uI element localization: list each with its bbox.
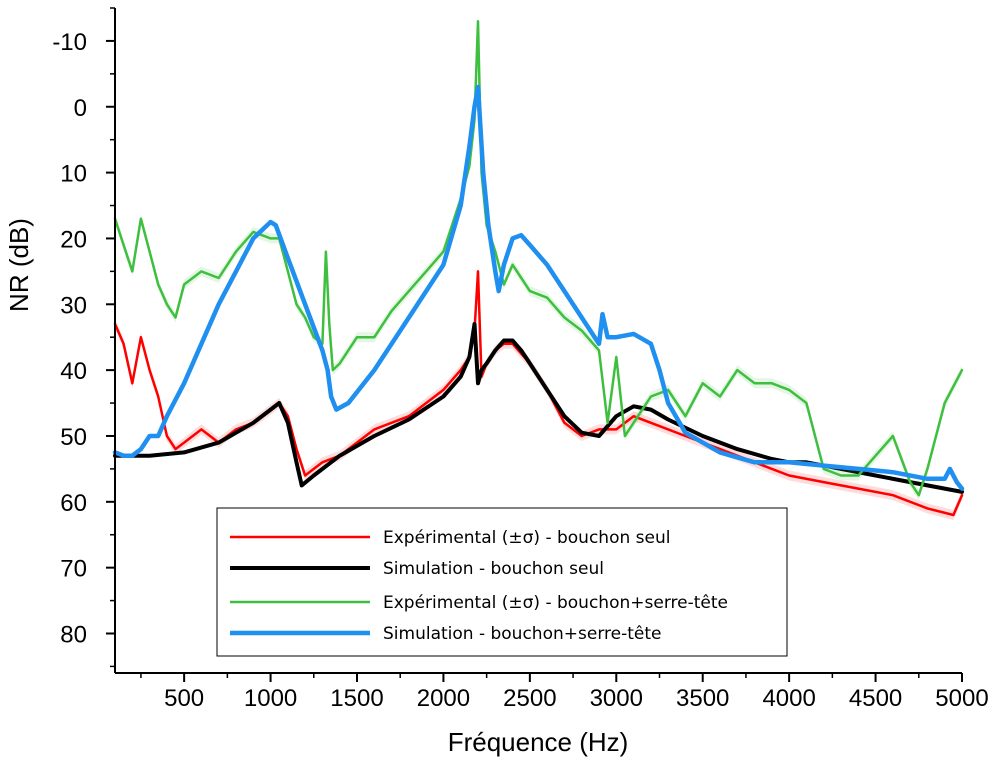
y-tick-label: 0 [74, 95, 87, 122]
y-ticks: -10 0 10 20 30 40 50 60 70 80 [52, 7, 115, 668]
x-tick-label: 1500 [330, 685, 383, 712]
x-tick-label: 4000 [762, 685, 815, 712]
x-tick-label: 2500 [503, 685, 556, 712]
y-axis-label: NR (dB) [4, 218, 34, 312]
series-2-line [113, 322, 964, 494]
y-tick-label: 70 [60, 556, 87, 583]
y-tick-label: 60 [60, 490, 87, 517]
axes: 500 1000 1500 2000 2500 3000 3500 4000 4500 5000 … [4, 7, 989, 757]
series-1-std-band [115, 266, 962, 520]
legend-box [216, 507, 788, 657]
legend-label-2: Simulation - bouchon seul [383, 559, 604, 579]
plot-area [112, 16, 965, 520]
x-tick-label: 3000 [590, 685, 643, 712]
y-tick-label: 80 [60, 621, 87, 648]
y-tick-label: 30 [60, 292, 87, 319]
legend-label-3: Expérimental (±σ) - bouchon+serre-tête [383, 593, 728, 613]
x-tick-label: 4500 [849, 685, 902, 712]
y-tick-label: 20 [60, 226, 87, 253]
y-tick-label: 10 [60, 161, 87, 188]
x-tick-label: 2000 [417, 685, 470, 712]
series-4-line [112, 84, 965, 491]
x-tick-label: 1000 [244, 685, 297, 712]
y-tick-label: 50 [60, 424, 87, 451]
legend-label-4: Simulation - bouchon+serre-tête [383, 624, 661, 644]
legend-label-1: Expérimental (±σ) - bouchon seul [383, 528, 670, 548]
x-tick-label: 500 [164, 685, 204, 712]
y-tick-label: 40 [60, 358, 87, 385]
x-ticks: 500 1000 1500 2000 2500 3000 3500 4000 4500 5000 [140, 673, 989, 712]
x-axis-label: Fréquence (Hz) [448, 727, 629, 757]
x-tick-label: 5000 [935, 685, 988, 712]
y-tick-label: -10 [52, 29, 87, 56]
x-tick-label: 3500 [676, 685, 729, 712]
legend: Expérimental (±σ) - bouchon seul Simulati… [216, 507, 788, 657]
